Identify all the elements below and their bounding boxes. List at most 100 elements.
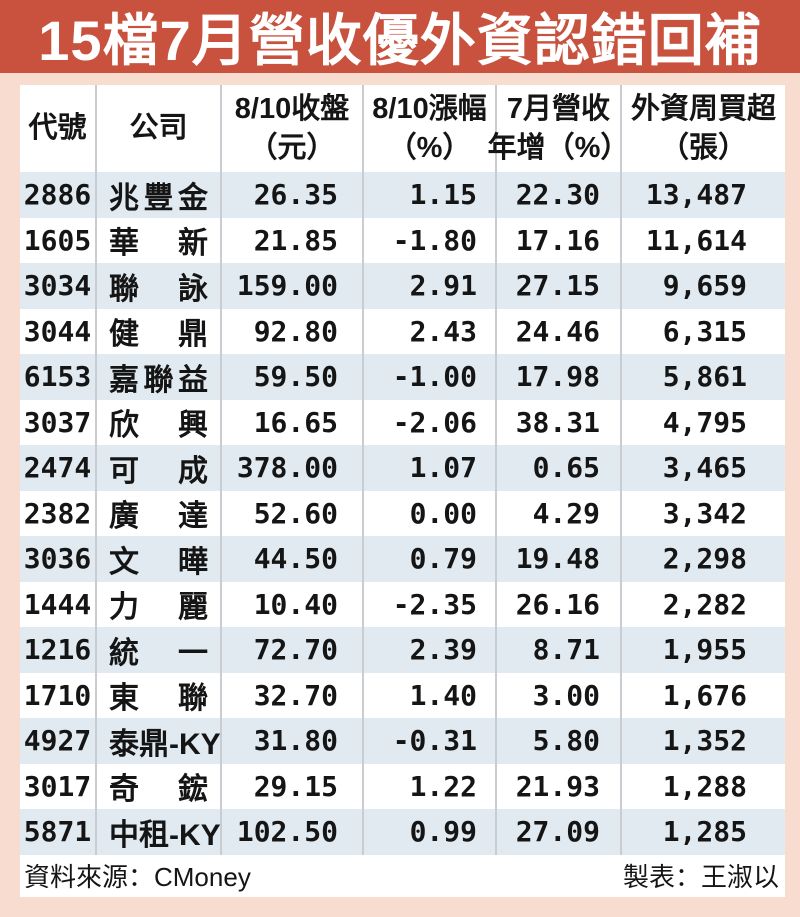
company-cell: 中租-KY <box>95 809 220 855</box>
revenue-growth-cell: 22.30 <box>495 172 620 218</box>
header-line2: （張） <box>659 131 747 164</box>
revenue-growth-cell: 26.16 <box>495 581 620 627</box>
table-row: 3036 文曄 44.50 0.79 19.48 2,298 <box>20 536 785 582</box>
code-cell: 1444 <box>23 587 92 621</box>
foreign-buy-cell: 3,465 <box>620 445 785 491</box>
company-name: 嘉聯益 <box>109 363 208 397</box>
company-cell: 欣興 <box>95 399 220 445</box>
foreign-buy-cell: 1,955 <box>620 627 785 673</box>
header-line1: 外資周買超 <box>630 93 776 126</box>
company-name: 欣興 <box>109 409 208 443</box>
header-line2: 年增（%） <box>487 131 630 164</box>
table-row: 4927 泰鼎-KY 31.80 -0.31 5.80 1,352 <box>20 718 785 764</box>
company-name: 文曄 <box>109 545 208 579</box>
code-cell: 3044 <box>23 314 92 348</box>
table-row: 1444 力麗 10.40 -2.35 26.16 2,282 <box>20 581 785 627</box>
header-line2: （元） <box>248 131 336 164</box>
column-header-buy: 外資周買超 （張） <box>620 85 785 172</box>
foreign-buy-cell: 1,288 <box>620 763 785 809</box>
page-title: 15檔7月營收優外資認錯回補 <box>38 9 762 72</box>
revenue-growth-cell: 24.46 <box>495 308 620 354</box>
code-cell: 2886 <box>23 178 92 212</box>
close-price-cell: 159.00 <box>220 263 362 309</box>
foreign-buy-cell: 5,861 <box>620 354 785 400</box>
table-row: 6153 嘉聯益 59.50 -1.00 17.98 5,861 <box>20 354 785 400</box>
table-row: 2886 兆豐金 26.35 1.15 22.30 13,487 <box>20 172 785 218</box>
close-price-cell: 32.70 <box>220 672 362 718</box>
revenue-growth-cell: 17.98 <box>495 354 620 400</box>
company-cell: 文曄 <box>95 536 220 582</box>
revenue-growth-cell: 17.16 <box>495 217 620 263</box>
company-cell: 廣達 <box>95 490 220 536</box>
code-cell: 3037 <box>23 405 92 439</box>
change-percent-cell: 2.43 <box>362 308 495 354</box>
company-cell: 統一 <box>95 627 220 673</box>
company-name: 可成 <box>109 454 208 488</box>
foreign-buy-cell: 6,315 <box>620 308 785 354</box>
table-row: 5871 中租-KY 102.50 0.99 27.09 1,285 <box>20 809 785 855</box>
column-header-change: 8/10漲幅 （%） <box>362 85 495 172</box>
foreign-buy-cell: 1,676 <box>620 672 785 718</box>
header-line1: 7月營收 <box>506 93 611 126</box>
title-bar: 15檔7月營收優外資認錯回補 <box>0 0 800 73</box>
code-cell: 3034 <box>23 269 92 303</box>
revenue-growth-cell: 3.00 <box>495 672 620 718</box>
revenue-growth-cell: 0.65 <box>495 445 620 491</box>
table-body: 2886 兆豐金 26.35 1.15 22.30 13,487 1605 華新 21.85 -1… <box>20 172 785 855</box>
company-name: 兆豐金 <box>109 181 208 215</box>
change-percent-cell: 1.40 <box>362 672 495 718</box>
company-cell: 可成 <box>95 445 220 491</box>
close-price-cell: 59.50 <box>220 354 362 400</box>
table-row: 3017 奇鋐 29.15 1.22 21.93 1,288 <box>20 763 785 809</box>
header-line1: 8/10收盤 <box>234 93 350 126</box>
close-price-cell: 52.60 <box>220 490 362 536</box>
change-percent-cell: 1.22 <box>362 763 495 809</box>
table-row: 2474 可成 378.00 1.07 0.65 3,465 <box>20 445 785 491</box>
foreign-buy-cell: 9,659 <box>620 263 785 309</box>
code-cell: 2382 <box>23 496 92 530</box>
code-cell: 2474 <box>23 451 92 485</box>
table-row: 3034 聯詠 159.00 2.91 27.15 9,659 <box>20 263 785 309</box>
column-header-close: 8/10收盤 （元） <box>220 85 362 172</box>
close-price-cell: 102.50 <box>220 809 362 855</box>
code-cell: 5871 <box>23 815 92 849</box>
stock-table: 代號 公司 8/10收盤 （元） 8/10漲幅 （%） 7月營收 年增（%） 外資周買超 （張） … <box>20 85 785 897</box>
credit-note: 製表：王淑以 <box>622 862 779 892</box>
close-price-cell: 92.80 <box>220 308 362 354</box>
company-name: 聯詠 <box>109 272 208 306</box>
close-price-cell: 21.85 <box>220 217 362 263</box>
header-line2: （%） <box>387 131 472 164</box>
code-cell: 1605 <box>23 223 92 257</box>
header-line1: 公司 <box>129 112 188 145</box>
company-cell: 健鼎 <box>95 308 220 354</box>
foreign-buy-cell: 2,298 <box>620 536 785 582</box>
table-row: 1710 東聯 32.70 1.40 3.00 1,676 <box>20 672 785 718</box>
table-row: 1605 華新 21.85 -1.80 17.16 11,614 <box>20 217 785 263</box>
close-price-cell: 10.40 <box>220 581 362 627</box>
close-price-cell: 72.70 <box>220 627 362 673</box>
company-name: 統一 <box>109 636 208 670</box>
company-name: 中租-KY <box>109 818 220 852</box>
code-cell: 1710 <box>23 678 92 712</box>
company-cell: 華新 <box>95 217 220 263</box>
change-percent-cell: 2.91 <box>362 263 495 309</box>
company-cell: 嘉聯益 <box>95 354 220 400</box>
table-row: 1216 統一 72.70 2.39 8.71 1,955 <box>20 627 785 673</box>
revenue-growth-cell: 38.31 <box>495 399 620 445</box>
company-name: 廣達 <box>109 500 208 534</box>
column-header-code: 代號 <box>20 85 95 172</box>
code-cell: 3036 <box>23 542 92 576</box>
change-percent-cell: 0.99 <box>362 809 495 855</box>
company-name: 力麗 <box>109 591 208 625</box>
company-cell: 兆豐金 <box>95 172 220 218</box>
company-name: 奇鋐 <box>109 773 208 807</box>
change-percent-cell: -1.00 <box>362 354 495 400</box>
foreign-buy-cell: 4,795 <box>620 399 785 445</box>
header-line1: 代號 <box>28 112 87 145</box>
close-price-cell: 44.50 <box>220 536 362 582</box>
code-cell: 6153 <box>23 360 92 394</box>
foreign-buy-cell: 3,342 <box>620 490 785 536</box>
foreign-buy-cell: 2,282 <box>620 581 785 627</box>
company-cell: 泰鼎-KY <box>95 718 220 764</box>
company-name: 東聯 <box>109 682 208 716</box>
